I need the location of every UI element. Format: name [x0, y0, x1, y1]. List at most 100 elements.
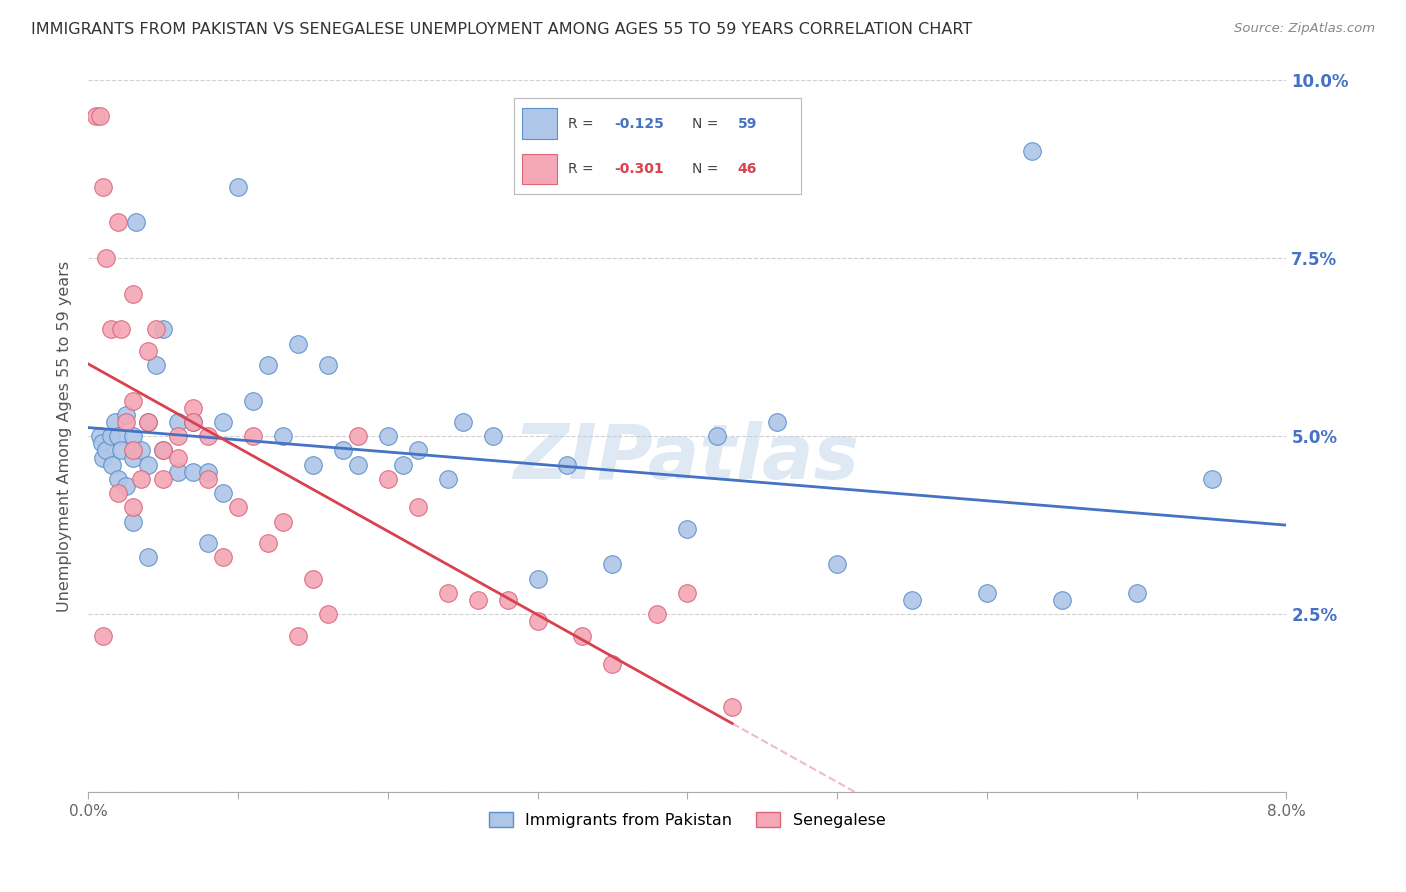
Point: [496, 593, 519, 607]
Point: [136, 415, 159, 429]
Point: [89, 109, 111, 123]
Point: [136, 415, 159, 429]
Point: [94, 251, 117, 265]
Point: [602, 558, 624, 572]
Point: [122, 443, 145, 458]
Point: [167, 429, 190, 443]
Point: [114, 479, 136, 493]
Point: [167, 465, 190, 479]
Point: [197, 429, 219, 443]
Point: [100, 429, 122, 443]
Point: [287, 336, 309, 351]
Point: [481, 429, 503, 443]
Point: [107, 486, 129, 500]
Point: [129, 472, 152, 486]
Point: [84, 109, 107, 123]
Point: [391, 458, 413, 472]
Point: [1125, 586, 1147, 600]
Point: [107, 215, 129, 229]
Point: [557, 458, 579, 472]
Legend: Immigrants from Pakistan, Senegalese: Immigrants from Pakistan, Senegalese: [482, 805, 893, 834]
Point: [181, 415, 204, 429]
Point: [212, 550, 235, 565]
Point: [436, 472, 458, 486]
Point: [125, 215, 148, 229]
Point: [212, 415, 235, 429]
Point: [91, 179, 114, 194]
Point: [89, 429, 111, 443]
Point: [316, 607, 339, 622]
Point: [212, 486, 235, 500]
Point: [406, 500, 429, 515]
Point: [197, 472, 219, 486]
Point: [766, 415, 789, 429]
Point: [197, 536, 219, 550]
Point: [346, 429, 368, 443]
Y-axis label: Unemployment Among Ages 55 to 59 years: Unemployment Among Ages 55 to 59 years: [58, 260, 72, 612]
Point: [101, 458, 124, 472]
Point: [152, 322, 174, 336]
Point: [91, 629, 114, 643]
Text: IMMIGRANTS FROM PAKISTAN VS SENEGALESE UNEMPLOYMENT AMONG AGES 55 TO 59 YEARS CO: IMMIGRANTS FROM PAKISTAN VS SENEGALESE U…: [31, 22, 972, 37]
Point: [1201, 472, 1223, 486]
Point: [167, 415, 190, 429]
Point: [226, 500, 249, 515]
Point: [104, 415, 127, 429]
Point: [287, 629, 309, 643]
Point: [451, 415, 474, 429]
Point: [436, 586, 458, 600]
Point: [301, 458, 323, 472]
Point: [114, 415, 136, 429]
Point: [377, 472, 399, 486]
Point: [316, 358, 339, 372]
Point: [301, 572, 323, 586]
Point: [136, 343, 159, 358]
Point: [526, 615, 548, 629]
Point: [721, 699, 744, 714]
Point: [110, 322, 132, 336]
Point: [100, 322, 122, 336]
Point: [676, 522, 699, 536]
Point: [346, 458, 368, 472]
Point: [706, 429, 728, 443]
Point: [332, 443, 354, 458]
Point: [242, 393, 264, 408]
Point: [181, 401, 204, 415]
Point: [122, 429, 145, 443]
Point: [676, 586, 699, 600]
Point: [167, 450, 190, 465]
Point: [647, 607, 669, 622]
Point: [122, 515, 145, 529]
Point: [406, 443, 429, 458]
Point: [271, 429, 294, 443]
Point: [152, 443, 174, 458]
Text: ZIPatlas: ZIPatlas: [515, 420, 860, 494]
Point: [976, 586, 998, 600]
Point: [90, 436, 112, 450]
Point: [152, 443, 174, 458]
Point: [242, 429, 264, 443]
Point: [91, 450, 114, 465]
Point: [94, 443, 117, 458]
Point: [114, 408, 136, 422]
Point: [467, 593, 489, 607]
Point: [145, 322, 167, 336]
Point: [152, 472, 174, 486]
Point: [107, 472, 129, 486]
Point: [122, 450, 145, 465]
Point: [145, 358, 167, 372]
Point: [136, 458, 159, 472]
Point: [526, 572, 548, 586]
Point: [226, 179, 249, 194]
Point: [825, 558, 848, 572]
Point: [110, 443, 132, 458]
Point: [257, 358, 280, 372]
Point: [271, 515, 294, 529]
Text: Source: ZipAtlas.com: Source: ZipAtlas.com: [1234, 22, 1375, 36]
Point: [122, 500, 145, 515]
Point: [197, 465, 219, 479]
Point: [122, 393, 145, 408]
Point: [1050, 593, 1073, 607]
Point: [257, 536, 280, 550]
Point: [571, 629, 593, 643]
